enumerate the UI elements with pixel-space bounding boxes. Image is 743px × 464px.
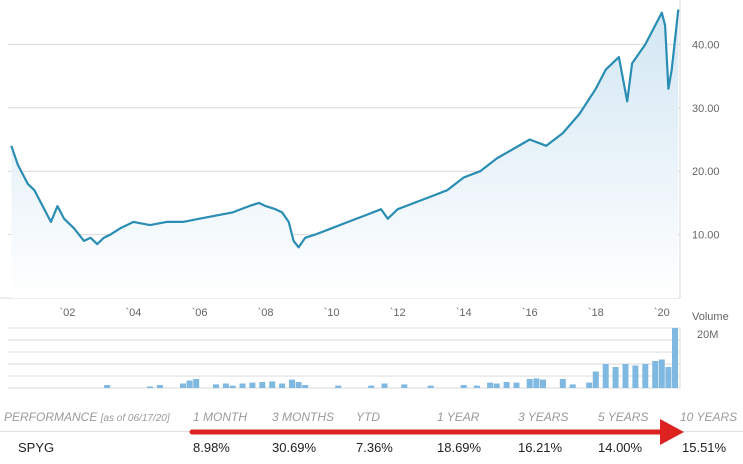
- volume-bar: [602, 364, 609, 388]
- col-5-years: 5 YEARS: [598, 410, 649, 424]
- volume-bar: [503, 382, 510, 388]
- volume-bar: [401, 384, 408, 388]
- volume-bar: [658, 359, 665, 388]
- volume-bar: [672, 328, 678, 388]
- volume-bar: [279, 383, 286, 388]
- x-tick-label: `14: [456, 307, 472, 319]
- volume-bar: [249, 382, 256, 388]
- col-1-year: 1 YEAR: [437, 410, 480, 424]
- x-tick-label: `16: [522, 307, 538, 319]
- volume-bars: [104, 328, 678, 388]
- col-10-years: 10 YEARS: [680, 410, 738, 424]
- volume-bar: [213, 384, 219, 388]
- volume-bar: [295, 382, 302, 388]
- volume-bar: [612, 367, 619, 388]
- volume-bar: [586, 382, 593, 388]
- volume-bar: [559, 379, 566, 388]
- volume-bar: [104, 385, 111, 388]
- volume-bar: [368, 385, 375, 388]
- volume-bar: [460, 385, 467, 388]
- x-tick-label: `18: [588, 307, 604, 319]
- x-tick-label: `02: [59, 307, 75, 319]
- x-tick-label: `10: [324, 307, 340, 319]
- value-5-years: 14.00%: [598, 440, 643, 455]
- volume-bar: [335, 385, 342, 388]
- x-tick-label: `20: [654, 307, 670, 319]
- value-10-years: 15.51%: [682, 440, 727, 455]
- volume-bar: [526, 379, 533, 388]
- col-3-months: 3 MONTHS: [272, 410, 335, 424]
- volume-bar: [156, 385, 163, 388]
- volume-bar: [289, 379, 295, 388]
- y-tick-label: 10.00: [692, 230, 720, 242]
- volume-bar: [269, 381, 276, 388]
- value-3-years: 16.21%: [518, 440, 563, 455]
- volume-label: Volume: [692, 311, 729, 323]
- y-tick-label: 40.00: [692, 39, 720, 51]
- volume-bar: [193, 379, 200, 388]
- volume-bar: [487, 382, 494, 388]
- x-tick-label: `04: [126, 307, 142, 319]
- volume-bar: [222, 383, 229, 388]
- y-tick-label: 20.00: [692, 166, 720, 178]
- value-1-month: 8.98%: [193, 440, 230, 455]
- price-area: [11, 9, 679, 298]
- volume-bar: [652, 361, 659, 388]
- value-1-year: 18.69%: [437, 440, 482, 455]
- volume-bar: [180, 383, 186, 388]
- y-axis-ticks: 10.00 20.00 30.00 40.00: [692, 39, 720, 241]
- volume-grid: [8, 327, 681, 389]
- col-3-years: 3 YEARS: [518, 410, 569, 424]
- performance-title: PERFORMANCE [as of 06/17/20]: [4, 410, 170, 424]
- volume-bar: [259, 382, 266, 388]
- col-1-month: 1 MONTH: [193, 410, 247, 424]
- volume-bar: [540, 379, 546, 388]
- volume-bar: [186, 380, 193, 388]
- volume-bar: [427, 385, 434, 388]
- ticker-label: SPYG: [18, 440, 55, 455]
- volume-bar: [592, 371, 599, 388]
- volume-bar: [302, 385, 309, 388]
- volume-bar: [533, 378, 540, 388]
- volume-bar: [632, 365, 639, 388]
- price-line: [10, 9, 680, 249]
- col-ytd: YTD: [356, 410, 380, 424]
- value-3-months: 30.69%: [272, 440, 317, 455]
- x-axis-ticks: `02 `04 `06 `08 `10 `12 `14 `16 `18 `20: [59, 307, 669, 319]
- volume-bar: [381, 383, 388, 388]
- performance-as-of: [as of 06/17/20]: [100, 413, 170, 424]
- volume-bar: [239, 383, 246, 388]
- volume-tick-label: 20M: [697, 329, 718, 341]
- volume-bar: [569, 384, 576, 388]
- x-tick-label: `12: [390, 307, 406, 319]
- y-tick-label: 30.00: [692, 103, 720, 115]
- x-tick-label: `06: [192, 307, 208, 319]
- volume-bar: [622, 364, 629, 388]
- x-tick-label: `08: [258, 307, 274, 319]
- volume-bar: [493, 383, 500, 388]
- volume-bar: [473, 385, 480, 388]
- value-ytd: 7.36%: [356, 440, 393, 455]
- volume-bar: [513, 382, 520, 388]
- table-divider: [0, 431, 743, 432]
- volume-bar: [665, 367, 672, 388]
- volume-bar: [229, 385, 236, 388]
- volume-bar: [147, 386, 153, 388]
- volume-bar: [642, 364, 649, 388]
